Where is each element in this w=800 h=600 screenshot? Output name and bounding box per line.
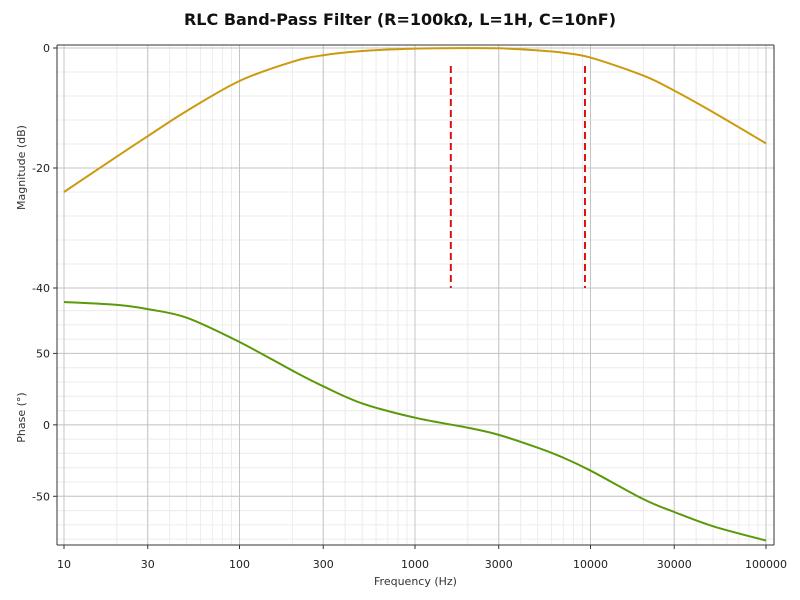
- x-tick-label: 30000: [657, 558, 692, 571]
- x-tick-label: 300: [313, 558, 334, 571]
- magnitude-series-line: [63, 47, 767, 193]
- phase-series-line: [63, 301, 767, 542]
- magnitude-axis-label: Magnitude (dB): [15, 125, 28, 210]
- series-lines: [63, 47, 767, 542]
- x-tick-label: 10: [57, 558, 71, 571]
- y-tick-label: 0: [43, 42, 50, 55]
- cutoff-markers: [449, 66, 586, 288]
- y-tick-label: 50: [36, 347, 50, 360]
- x-tick-label: 3000: [485, 558, 513, 571]
- y-tick-label: -50: [32, 490, 50, 503]
- x-tick-label: 100000: [745, 558, 787, 571]
- x-axis-label: Frequency (Hz): [374, 575, 457, 588]
- x-tick-label: 30: [141, 558, 155, 571]
- phase-axis-label: Phase (°): [15, 392, 28, 442]
- tick-labels: 0 -20 -40 50 0 -50 10 30 100 300 1000 3000 10000 3000…: [32, 42, 787, 571]
- y-tick-label: 0: [43, 419, 50, 432]
- x-tick-label: 1000: [401, 558, 429, 571]
- grid-lines: [57, 45, 774, 545]
- x-tick-label: 100: [229, 558, 250, 571]
- y-tick-label: -40: [32, 282, 50, 295]
- chart-title: RLC Band-Pass Filter (R=100kΩ, L=1H, C=1…: [183, 10, 617, 29]
- x-tick-label: 10000: [573, 558, 608, 571]
- y-tick-label: -20: [32, 162, 50, 175]
